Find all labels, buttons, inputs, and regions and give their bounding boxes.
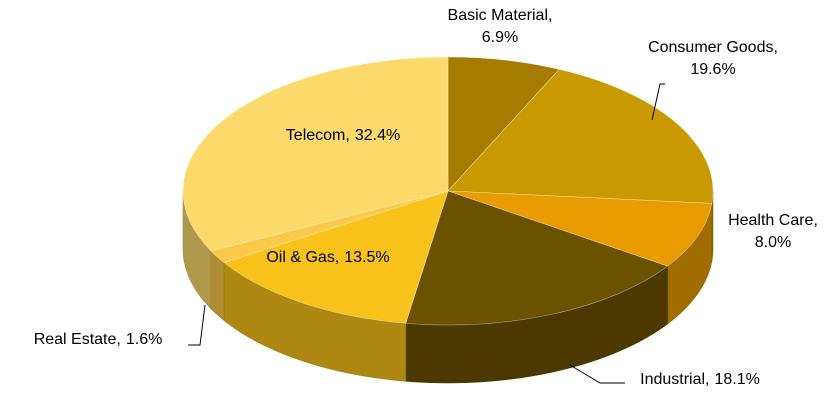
label-value: 8.0% — [755, 234, 791, 251]
label-value: 1.6% — [126, 331, 162, 348]
label-category: Telecom, — [286, 127, 350, 144]
label-category: Consumer Goods, — [648, 39, 778, 56]
slice — [447, 190, 713, 267]
leader-line — [188, 304, 206, 346]
label-category: Basic Material, — [448, 7, 553, 24]
label-category: Real Estate, — [34, 331, 121, 348]
label-value: 32.4% — [355, 127, 400, 144]
data-label: Real Estate, 1.6% — [34, 331, 163, 348]
label-category: Oil & Gas, — [266, 249, 339, 266]
data-label: Basic Material, 6.9% — [448, 7, 553, 46]
slice — [182, 56, 449, 252]
data-label: Oil & Gas, 13.5% — [266, 249, 389, 266]
data-label: Industrial, 18.1% — [640, 371, 760, 388]
label-category: Industrial, — [640, 371, 709, 388]
slice — [447, 69, 714, 204]
label-value: 6.9% — [482, 29, 518, 46]
data-label: Consumer Goods, 19.6% — [648, 39, 778, 78]
leader-line — [569, 364, 625, 384]
leader-line — [651, 83, 665, 121]
label-category: Health Care, — [728, 212, 818, 229]
label-value: 13.5% — [344, 249, 389, 266]
slice — [447, 56, 560, 192]
label-value: 19.6% — [690, 61, 735, 78]
label-value: 18.1% — [715, 371, 760, 388]
slice — [223, 190, 449, 324]
data-label: Health Care, 8.0% — [728, 212, 818, 251]
data-label: Telecom, 32.4% — [286, 127, 400, 144]
slice — [405, 190, 669, 326]
